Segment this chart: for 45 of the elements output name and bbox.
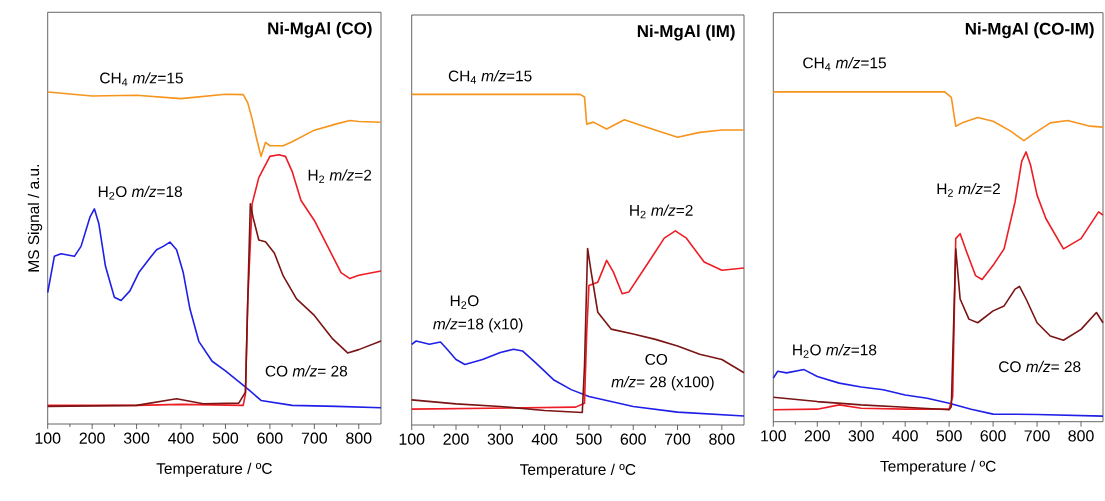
text: H$_{2}$O: [450, 295, 479, 309]
x-tick-label: 100: [35, 432, 61, 444]
x-axis-title: Temperature / ºC: [520, 463, 636, 479]
x-tick-label: 800: [346, 432, 372, 444]
series-label: CO m/z= 28: [999, 360, 1081, 373]
y-axis-title: MS Signal / a.u.: [27, 165, 43, 272]
x-tick-label: 400: [168, 432, 194, 444]
x-tick-label: 500: [936, 430, 962, 442]
x-tick-label: 800: [709, 433, 735, 445]
x-tick-label: 300: [487, 433, 513, 445]
series-label: H$_{2}$ m/z=2: [937, 182, 1000, 197]
series-label: CO: [645, 353, 668, 365]
x-tick-label: 400: [892, 430, 918, 442]
series-label: H$_{2}$O m/z=18: [98, 185, 182, 200]
chart-title: Ni-MgAl (CO-IM): [965, 22, 1094, 39]
x-tick-label: 700: [1024, 430, 1050, 442]
x-tick-label: 300: [123, 432, 150, 444]
x-tick-label: 500: [576, 433, 602, 445]
x-tick-label: 400: [531, 433, 558, 445]
series-label: CO m/z= 28: [265, 365, 348, 377]
x-tick-label: 200: [79, 432, 105, 444]
series-label: H$_{2}$ m/z=2: [308, 169, 372, 184]
x-tick-label: 700: [301, 432, 327, 444]
x-tick-label: 600: [620, 433, 646, 445]
series-label: H$_{2}$O m/z=18: [793, 344, 877, 358]
x-tick-label: 800: [1068, 430, 1094, 442]
x-tick-label: 600: [257, 432, 283, 444]
x-tick-label: 100: [761, 430, 786, 442]
x-axis-title: Temperature / ºC: [156, 462, 272, 478]
series-label: CH$_{4}$ m/z=15: [448, 70, 532, 84]
annotation: m/z= 28 (x100): [611, 375, 714, 391]
series-label: CH$_{4}$ m/z=15: [803, 56, 886, 71]
x-tick-label: 500: [212, 432, 239, 444]
series-label: CH$_{4}$ m/z=15: [100, 72, 183, 86]
x-tick-label: 300: [848, 430, 874, 442]
chart-title: Ni-MgAl (CO): [268, 22, 372, 38]
x-tick-label: 200: [443, 433, 469, 445]
x-tick-label: 700: [665, 433, 691, 445]
chart-title: Ni-MgAl (IM): [637, 24, 735, 41]
x-axis-title: Temperature / ºC: [880, 460, 996, 475]
x-tick-label: 600: [980, 430, 1006, 442]
x-tick-label: 100: [399, 433, 425, 445]
annotation: m/z=18 (x10): [433, 318, 523, 333]
series-label: H$_{2}$ m/z=2: [630, 204, 693, 219]
x-tick-label: 200: [804, 430, 830, 442]
